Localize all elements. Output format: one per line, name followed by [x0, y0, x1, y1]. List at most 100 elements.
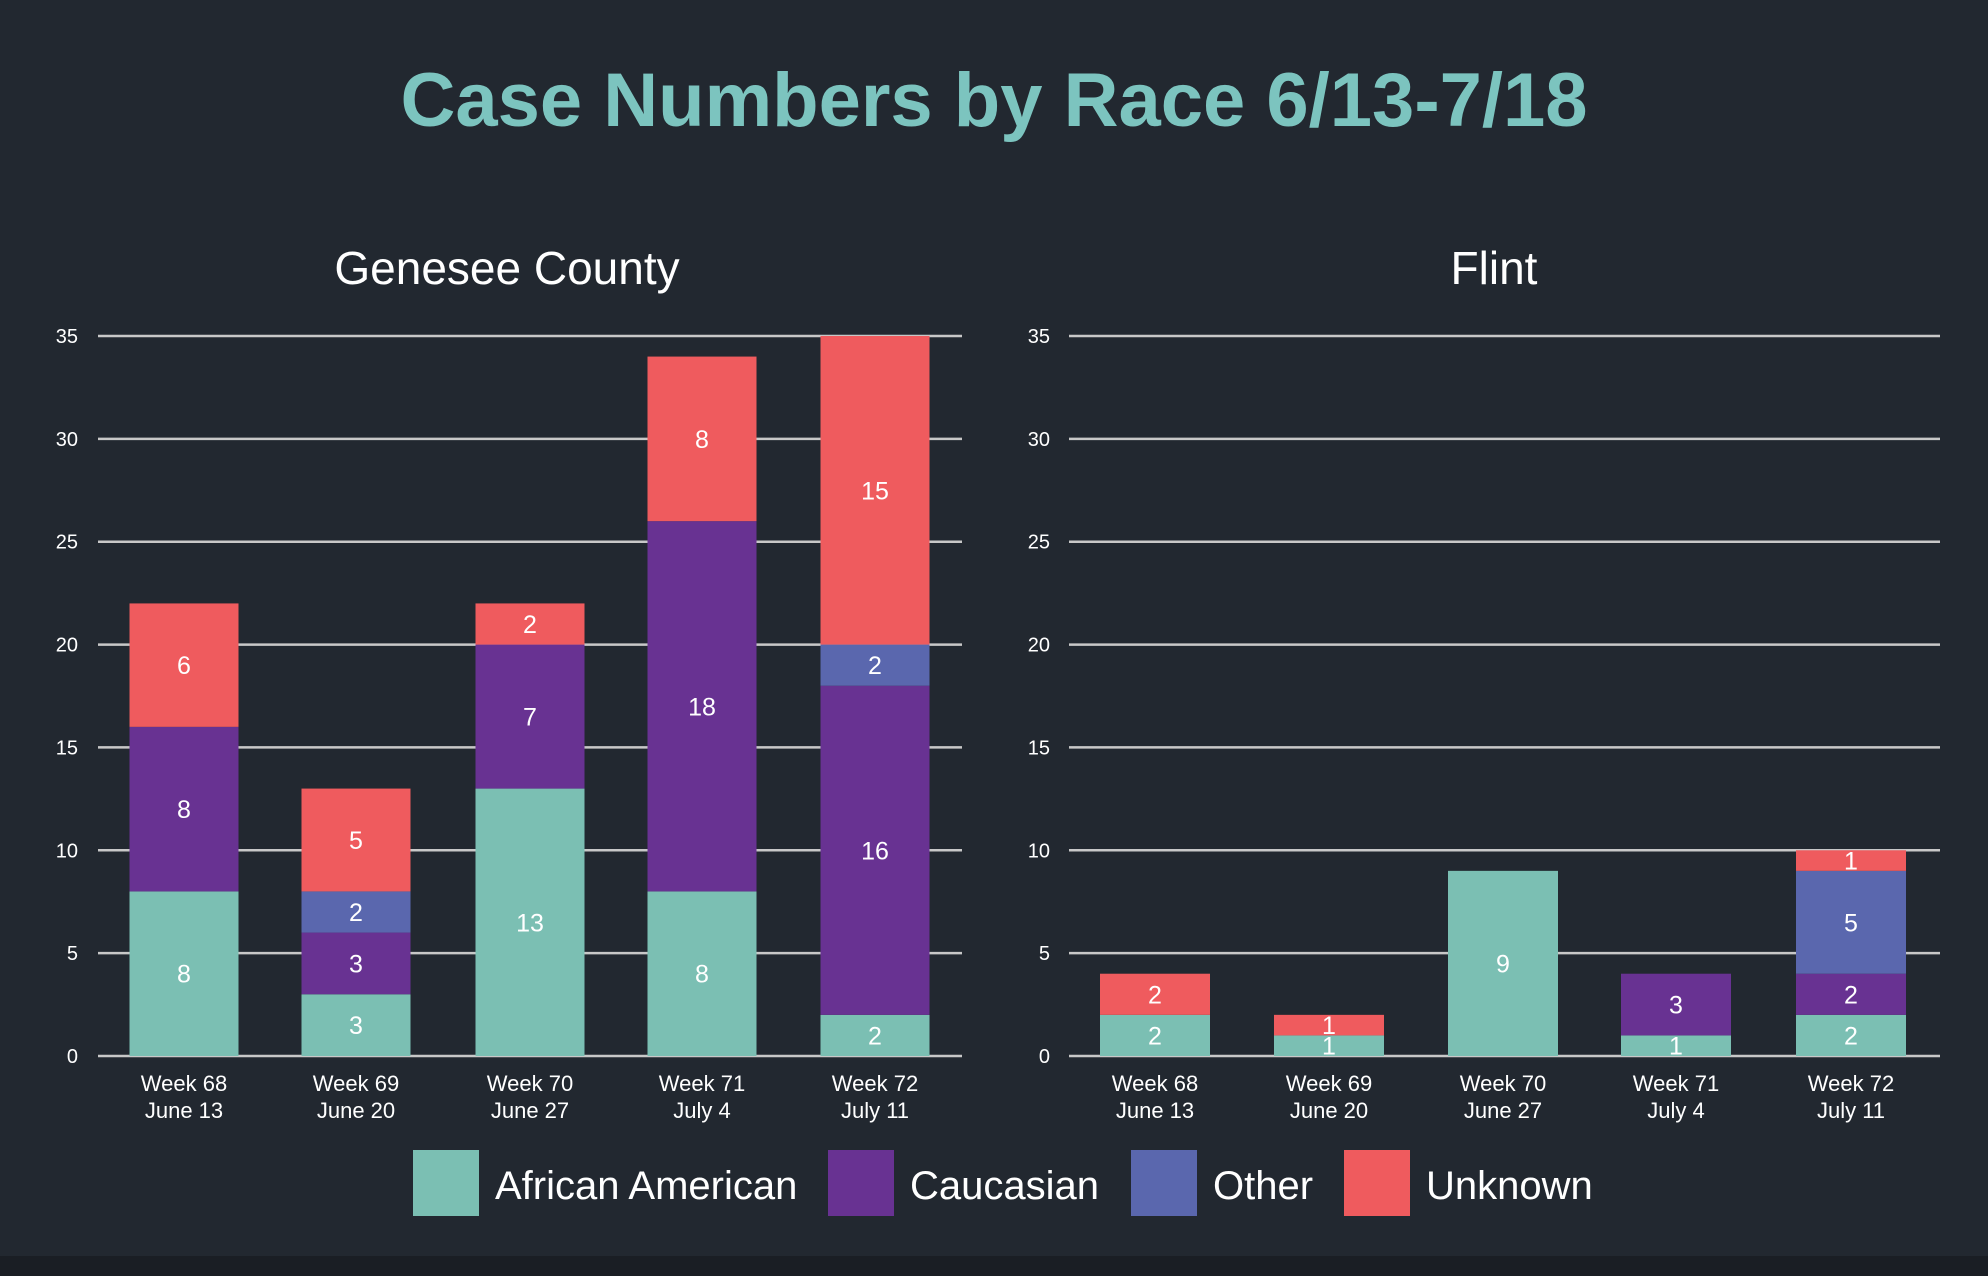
data-label: 2: [868, 652, 882, 680]
x-tick-label: Week 70 June 27: [487, 1071, 573, 1123]
data-label: 2: [349, 899, 363, 927]
legend-label: Caucasian: [910, 1164, 1099, 1208]
bar-segment-caucasian: [1796, 973, 1906, 1015]
bar-segment-unknown: [475, 603, 585, 645]
legend-item-unknown: Unknown: [1344, 1150, 1593, 1216]
x-tick-label: Week 69 June 20: [313, 1071, 399, 1123]
bar-segment-african-american: [129, 891, 239, 1056]
bar-segment-caucasian: [820, 685, 930, 1015]
data-label: 6: [177, 652, 191, 680]
bar-segment-african-american: [647, 891, 757, 1056]
y-tick-label: 30: [1028, 429, 1050, 451]
legend-swatch: [1344, 1150, 1410, 1216]
x-tick-label: Week 72 July 11: [832, 1071, 918, 1123]
y-tick-label: 20: [1028, 635, 1050, 657]
panel-title: Genesee County: [334, 242, 679, 294]
bar-segment-african-american: [1796, 1014, 1906, 1056]
legend: African American Caucasian Other Unknown: [413, 1150, 1593, 1216]
data-label: 3: [1669, 992, 1683, 1020]
x-tick-label: Week 68 June 13: [141, 1071, 227, 1123]
data-label: 2: [1844, 981, 1858, 1009]
bar-segment-african-american: [1448, 870, 1558, 1056]
bar-segment-caucasian: [301, 932, 411, 995]
y-tick-label: 0: [1039, 1046, 1050, 1068]
bar-segment-other: [1796, 870, 1906, 974]
data-label: 2: [1844, 1022, 1858, 1050]
bar-segment-african-american: [475, 788, 585, 1056]
data-label: 15: [861, 477, 889, 505]
data-label: 13: [516, 909, 544, 937]
panel-title: Flint: [1451, 242, 1538, 294]
legend-item-african-american: African American: [413, 1150, 797, 1216]
main-title: Case Numbers by Race 6/13-7/18: [400, 58, 1587, 143]
bar-segment-unknown: [1100, 973, 1210, 1015]
legend-swatch: [1131, 1150, 1197, 1216]
bar-segment-unknown: [1796, 850, 1906, 871]
data-label: 5: [1844, 909, 1858, 937]
y-tick-label: 20: [56, 635, 78, 657]
bar-segment-unknown: [301, 788, 411, 892]
bar-segment-unknown: [129, 603, 239, 727]
legend-label: Other: [1213, 1164, 1313, 1208]
y-tick-label: 25: [56, 532, 78, 554]
bar-segment-caucasian: [1621, 973, 1731, 1036]
data-label: 8: [695, 426, 709, 454]
data-label: 8: [695, 961, 709, 989]
data-label: 1: [1844, 848, 1858, 876]
bar-segment-african-american: [1274, 1035, 1384, 1056]
legend-swatch: [828, 1150, 894, 1216]
data-label: 18: [688, 693, 716, 721]
bar-segment-african-american: [1621, 1035, 1731, 1056]
bar-segment-other: [820, 644, 930, 686]
x-tick-label: Week 70 June 27: [1460, 1071, 1546, 1123]
bar-segment-caucasian: [647, 521, 757, 892]
y-tick-label: 15: [1028, 737, 1050, 759]
bar-segment-unknown: [820, 336, 930, 645]
y-tick-label: 10: [1028, 840, 1050, 862]
data-label: 3: [349, 1012, 363, 1040]
legend-label: African American: [495, 1164, 797, 1208]
data-label: 2: [1148, 981, 1162, 1009]
y-tick-label: 5: [1039, 943, 1050, 965]
y-tick-label: 35: [1028, 326, 1050, 348]
data-label: 2: [868, 1022, 882, 1050]
x-tick-label: Week 71 July 4: [1633, 1071, 1719, 1123]
y-tick-label: 0: [67, 1046, 78, 1068]
legend-item-other: Other: [1131, 1150, 1313, 1216]
x-tick-label: Week 71 July 4: [659, 1071, 745, 1123]
data-label: 16: [861, 837, 889, 865]
data-label: 1: [1322, 1033, 1336, 1061]
y-tick-label: 30: [56, 429, 78, 451]
data-label: 7: [523, 704, 537, 732]
legend-label: Unknown: [1426, 1164, 1593, 1208]
data-label: 9: [1496, 950, 1510, 978]
data-label: 3: [349, 950, 363, 978]
legend-swatch: [413, 1150, 479, 1216]
bar-segment-african-american: [301, 994, 411, 1056]
y-tick-label: 35: [56, 326, 78, 348]
data-label: 2: [1148, 1022, 1162, 1050]
y-tick-label: 25: [1028, 532, 1050, 554]
y-tick-label: 5: [67, 943, 78, 965]
data-label: 8: [177, 796, 191, 824]
legend-item-caucasian: Caucasian: [828, 1150, 1099, 1216]
bar-segment-african-american: [820, 1014, 930, 1056]
data-label: 8: [177, 961, 191, 989]
data-label: 1: [1322, 1012, 1336, 1040]
x-tick-label: Week 72 July 11: [1808, 1071, 1894, 1123]
data-label: 1: [1669, 1033, 1683, 1061]
bar-segment-african-american: [1100, 1014, 1210, 1056]
bar-segment-other: [301, 891, 411, 933]
data-label: 5: [349, 827, 363, 855]
bottom-strip: [0, 1256, 1988, 1276]
y-tick-label: 15: [56, 737, 78, 759]
x-tick-label: Week 69 June 20: [1286, 1071, 1372, 1123]
bar-segment-caucasian: [129, 726, 239, 892]
x-tick-label: Week 68 June 13: [1112, 1071, 1198, 1123]
bar-segment-unknown: [1274, 1014, 1384, 1036]
bar-segment-unknown: [647, 356, 757, 522]
data-label: 2: [523, 611, 537, 639]
